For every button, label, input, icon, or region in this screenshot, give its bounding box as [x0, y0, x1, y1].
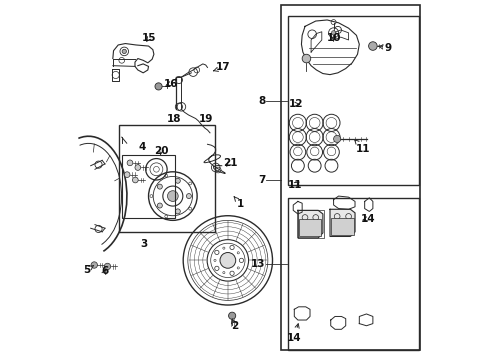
Circle shape — [220, 252, 236, 268]
Circle shape — [157, 203, 162, 208]
Text: 21: 21 — [223, 158, 237, 168]
Circle shape — [368, 42, 377, 50]
Text: 2: 2 — [231, 319, 238, 332]
Circle shape — [127, 160, 133, 166]
Circle shape — [331, 31, 336, 35]
Circle shape — [124, 172, 130, 177]
Circle shape — [155, 83, 162, 90]
Text: 17: 17 — [213, 63, 231, 72]
Text: 16: 16 — [164, 78, 178, 89]
Text: 6: 6 — [101, 266, 109, 276]
Text: 14: 14 — [287, 324, 302, 343]
Circle shape — [168, 191, 178, 202]
Text: 20: 20 — [154, 147, 168, 157]
Text: 13: 13 — [251, 259, 266, 269]
Circle shape — [186, 194, 192, 199]
Circle shape — [175, 209, 180, 214]
Text: 12: 12 — [289, 99, 303, 109]
Circle shape — [228, 312, 236, 319]
Circle shape — [135, 165, 141, 170]
Text: 7: 7 — [258, 175, 266, 185]
Polygon shape — [330, 209, 355, 237]
Circle shape — [334, 135, 341, 143]
Text: 9: 9 — [379, 43, 392, 53]
Bar — [331, 218, 354, 235]
Bar — [299, 219, 321, 237]
Circle shape — [175, 178, 180, 183]
Text: 4: 4 — [139, 142, 146, 152]
Bar — [288, 16, 419, 185]
Text: 11: 11 — [288, 180, 302, 190]
Circle shape — [302, 54, 311, 63]
Circle shape — [122, 49, 126, 54]
Bar — [281, 5, 420, 350]
Text: 3: 3 — [141, 239, 148, 249]
Circle shape — [104, 263, 111, 270]
Text: 8: 8 — [258, 96, 266, 107]
Bar — [288, 198, 419, 350]
Circle shape — [157, 184, 162, 189]
Text: 15: 15 — [142, 33, 156, 43]
Circle shape — [132, 177, 138, 183]
Text: 5: 5 — [83, 265, 94, 275]
Text: 19: 19 — [198, 113, 213, 123]
Circle shape — [91, 262, 98, 268]
Bar — [119, 125, 215, 232]
Text: 10: 10 — [326, 33, 341, 43]
Text: 14: 14 — [361, 213, 375, 224]
Text: 1: 1 — [234, 197, 245, 209]
Text: 11: 11 — [355, 140, 370, 154]
Polygon shape — [298, 210, 323, 238]
Bar — [122, 155, 174, 217]
Text: 18: 18 — [167, 113, 181, 123]
